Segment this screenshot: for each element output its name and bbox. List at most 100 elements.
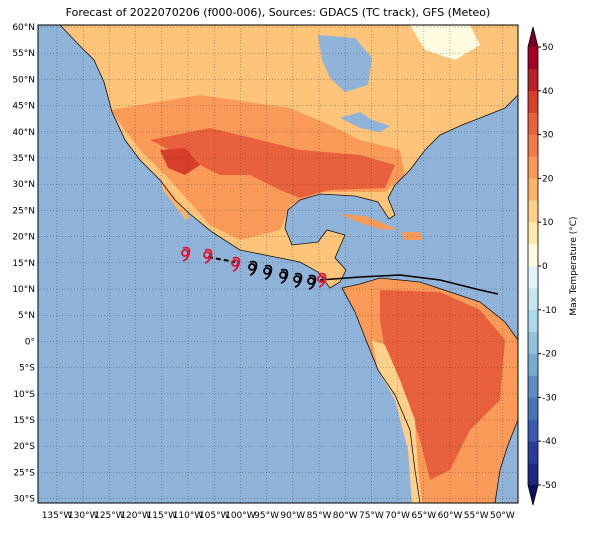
hispaniola bbox=[402, 232, 422, 240]
lat-label: 60°N bbox=[12, 23, 35, 33]
graticule bbox=[38, 25, 518, 503]
baja bbox=[160, 178, 190, 220]
lat-label: 20°S bbox=[13, 442, 35, 452]
cuba bbox=[340, 214, 398, 230]
colorbar-bin bbox=[528, 419, 538, 442]
lat-label: 10°S bbox=[13, 390, 35, 400]
storm-icon bbox=[263, 264, 273, 280]
colorbar-tick-label: -40 bbox=[542, 437, 557, 447]
colorbar-bin bbox=[528, 90, 538, 113]
storm-icon bbox=[248, 260, 258, 276]
colorbar-tick-label: -20 bbox=[542, 350, 557, 360]
lon-label: 110°W bbox=[173, 511, 204, 521]
colorbar-bin bbox=[528, 112, 538, 135]
lon-label: 70°W bbox=[385, 511, 410, 521]
lon-label: 50°W bbox=[490, 511, 515, 521]
lat-label: 5°N bbox=[18, 311, 35, 321]
lat-label: 5°S bbox=[19, 364, 35, 374]
map bbox=[37, 24, 519, 504]
map-frame bbox=[37, 24, 519, 504]
colorbar-bin bbox=[528, 200, 538, 223]
lon-label: 100°W bbox=[225, 511, 256, 521]
storm-icon bbox=[181, 246, 191, 262]
lat-label: 55°N bbox=[12, 49, 35, 59]
lon-label: 85°W bbox=[307, 511, 332, 521]
colorbar-bin bbox=[528, 244, 538, 267]
colorbar-label: Max Temperature (°C) bbox=[569, 216, 579, 315]
colorbar: 50 40 30 20 10 0 -10 -20 -30 -40 -50 bbox=[527, 26, 557, 506]
lat-label: 45°N bbox=[12, 102, 35, 112]
colorbar-bin bbox=[528, 68, 538, 92]
storm-icon bbox=[317, 272, 327, 288]
lon-label: 75°W bbox=[359, 511, 384, 521]
lon-label: 65°W bbox=[411, 511, 436, 521]
track-line bbox=[319, 274, 499, 295]
lat-label: 10°N bbox=[12, 285, 35, 295]
lon-label: 80°W bbox=[333, 511, 358, 521]
lat-label: 30°S bbox=[13, 495, 35, 505]
colorbar-over bbox=[528, 27, 538, 47]
cool-region bbox=[410, 25, 480, 60]
colorbar-bin bbox=[528, 441, 538, 464]
storm-icon bbox=[231, 256, 241, 272]
lon-label: 125°W bbox=[94, 511, 125, 521]
colorbar-tick-label: -10 bbox=[542, 306, 557, 316]
coastline bbox=[59, 24, 519, 289]
lon-label: 90°W bbox=[280, 511, 305, 521]
colorbar-tick-label: 40 bbox=[542, 87, 554, 97]
colorbar-bin bbox=[528, 47, 538, 70]
colorbar-bin bbox=[528, 463, 538, 486]
lat-label: 50°N bbox=[12, 75, 35, 85]
lon-label: 120°W bbox=[120, 511, 151, 521]
lat-label: 35°N bbox=[12, 154, 35, 164]
colorbar-bin bbox=[528, 134, 538, 157]
colorbar-tick-label: 10 bbox=[542, 218, 554, 228]
lat-label: 25°S bbox=[13, 468, 35, 478]
colorbar-tick-label: 50 bbox=[542, 43, 554, 53]
coastline bbox=[341, 277, 519, 504]
colorbar-tick-label: -50 bbox=[542, 481, 557, 491]
colorbar-bin bbox=[528, 397, 538, 420]
hot-region-sa bbox=[380, 290, 505, 480]
lon-label: 130°W bbox=[68, 511, 99, 521]
lat-label: 25°N bbox=[12, 206, 35, 216]
lat-label: 15°N bbox=[12, 259, 35, 269]
colorbar-bin bbox=[528, 309, 538, 332]
lon-label: 105°W bbox=[199, 511, 230, 521]
lat-label: 20°N bbox=[12, 233, 35, 243]
colorbar-tick-label: -30 bbox=[542, 393, 557, 403]
hot-region bbox=[150, 128, 395, 198]
colorbar-bin bbox=[528, 266, 538, 289]
colorbar-bin bbox=[528, 353, 538, 376]
colorbar-bin bbox=[528, 178, 538, 201]
lon-label: 135°W bbox=[42, 511, 73, 521]
title: Forecast of 2022070206 (f000-006), Sourc… bbox=[66, 6, 491, 19]
storm-icon bbox=[203, 248, 213, 264]
lon-label: 55°W bbox=[464, 511, 489, 521]
hudson-bay bbox=[318, 35, 372, 92]
storm-symbols bbox=[181, 246, 327, 290]
colorbar-tick-label: 0 bbox=[542, 262, 548, 272]
colorbar-bin bbox=[528, 222, 538, 245]
colorbar-bin bbox=[528, 331, 538, 354]
lat-label: 30°N bbox=[12, 180, 35, 190]
storm-icon bbox=[293, 272, 303, 288]
storm-icon bbox=[279, 268, 289, 284]
colorbar-bin bbox=[528, 375, 538, 398]
lat-label: 0° bbox=[25, 337, 35, 347]
colorbar-under bbox=[528, 485, 538, 505]
colorbar-bin bbox=[528, 287, 538, 311]
lat-label: 15°S bbox=[13, 416, 35, 426]
very-hot-region bbox=[160, 148, 200, 175]
lat-label: 40°N bbox=[12, 128, 35, 138]
colorbar-bin bbox=[528, 156, 538, 179]
storm-icon bbox=[307, 274, 317, 290]
colorbar-tick-label: 20 bbox=[542, 174, 554, 184]
lon-label: 95°W bbox=[254, 511, 279, 521]
past-track bbox=[207, 256, 236, 263]
great-lakes bbox=[340, 112, 390, 132]
lon-label: 60°W bbox=[438, 511, 463, 521]
colorbar-tick-label: 30 bbox=[542, 131, 554, 141]
andes bbox=[372, 340, 422, 503]
